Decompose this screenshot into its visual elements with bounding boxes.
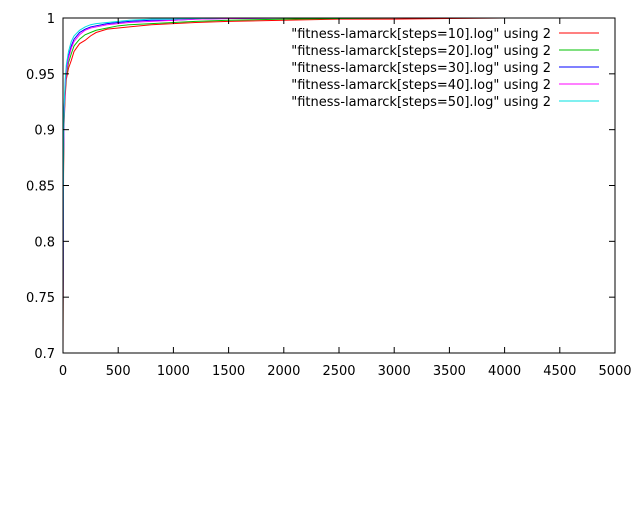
- x-tick-label: 0: [59, 364, 67, 379]
- y-tick-label: 0.95: [26, 68, 55, 83]
- x-tick-label: 4000: [488, 364, 521, 379]
- x-tick-label: 500: [106, 364, 131, 379]
- legend: "fitness-lamarck[steps=10].log" using 2 "…: [291, 27, 599, 110]
- x-tick-label: 3500: [433, 364, 466, 379]
- x-tick-label: 2000: [267, 364, 300, 379]
- x-tick-label: 1500: [212, 364, 245, 379]
- y-tick-label: 0.9: [34, 124, 55, 139]
- x-tick-label: 4500: [543, 364, 576, 379]
- y-tick-label: 0.7: [34, 347, 55, 362]
- axes-layer: 0 500 1000 1500 2000 2500 3000 3500 4000 4500 5000…: [26, 12, 632, 379]
- x-tick-label: 3000: [378, 364, 411, 379]
- series-line-5: [62, 17, 615, 298]
- y-tick-label: 0.8: [34, 235, 55, 250]
- legend-label-1: "fitness-lamarck[steps=10].log" using 2: [291, 27, 551, 42]
- legend-label-4: "fitness-lamarck[steps=40].log" using 2: [291, 78, 551, 93]
- y-tick-label: 0.75: [26, 291, 55, 306]
- legend-label-3: "fitness-lamarck[steps=30].log" using 2: [291, 61, 551, 76]
- legend-label-2: "fitness-lamarck[steps=20].log" using 2: [291, 44, 551, 59]
- x-tick-label: 2500: [322, 364, 355, 379]
- legend-label-5: "fitness-lamarck[steps=50].log" using 2: [291, 95, 551, 110]
- x-tick-label: 5000: [598, 364, 631, 379]
- x-tick-label: 1000: [157, 364, 190, 379]
- y-tick-label: 1: [47, 12, 55, 27]
- y-tick-label: 0.85: [26, 180, 55, 195]
